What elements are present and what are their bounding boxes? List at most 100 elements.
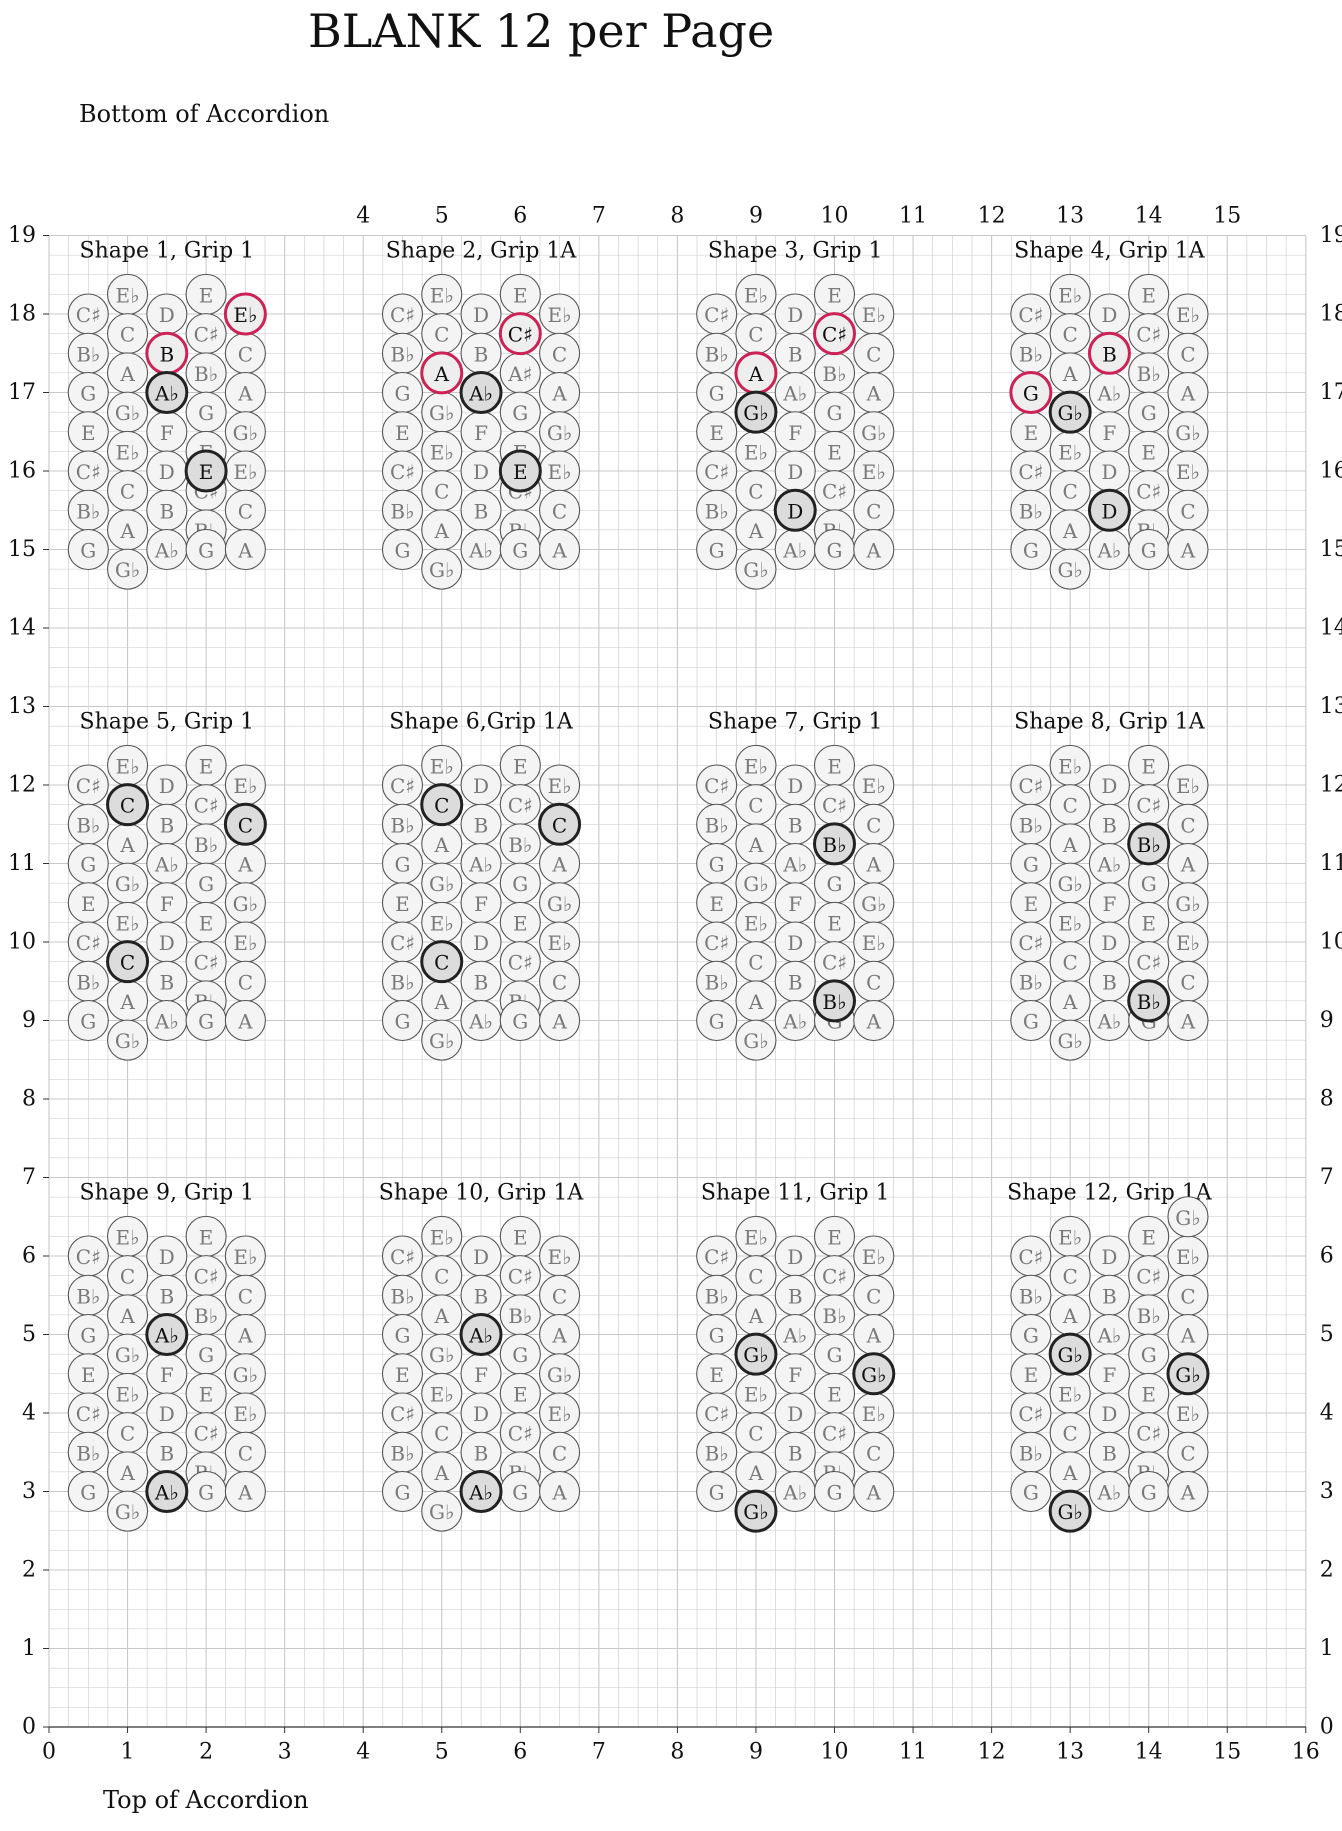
bass-button-note: C♯ [76, 931, 101, 955]
bass-button-note: B [788, 1284, 803, 1308]
bass-button-note: B♭ [1137, 1304, 1161, 1328]
bass-button-note: A [1180, 1481, 1196, 1505]
shape-diagram-5: Shape 5, Grip 1C♯E♭DEC♯E♭B♭ABB♭GG♭A♭GAEE… [67, 710, 267, 1061]
bass-button [145, 371, 189, 414]
bass-button-note: E♭ [430, 440, 454, 464]
bass-button-note: E♭ [1058, 911, 1082, 935]
bass-button-note: A♭ [154, 382, 179, 406]
bass-button-note: C♯ [390, 303, 415, 327]
bass-button-note: E♭ [430, 911, 454, 935]
x-tick-label: 1 [121, 1740, 135, 1765]
bass-button [224, 1470, 266, 1513]
bass-button-note: G [394, 539, 410, 563]
bass-button-note: C [748, 951, 763, 975]
bass-button-note: G♭ [233, 421, 258, 445]
bass-button-note: G [709, 382, 725, 406]
bass-button-note: C [1180, 1441, 1195, 1465]
bass-button-note: E [709, 421, 724, 445]
bass-button-note: G [80, 539, 96, 563]
bass-button-note: G [1141, 1343, 1157, 1367]
bass-button-note: C [552, 1441, 567, 1465]
bass-button-note: F [1102, 421, 1116, 445]
x-tick-label: 13 [1056, 1740, 1084, 1765]
x-top-tick-label: 6 [513, 204, 527, 229]
bass-button-note: C [866, 1441, 881, 1465]
bass-button [539, 999, 581, 1042]
bass-button-note: A♭ [782, 1010, 807, 1034]
bass-button-note: B♭ [390, 813, 414, 837]
bass-button-note: C [1180, 1284, 1195, 1308]
bass-button-note: G [1141, 1481, 1157, 1505]
bass-button-note: G [1141, 539, 1157, 563]
bass-button-note: C [1062, 1265, 1077, 1289]
x-tick-label: 11 [899, 1740, 927, 1765]
bass-button-note: A [748, 362, 764, 386]
bass-button-note: C♯ [194, 794, 219, 818]
bass-button-note: B♭ [76, 499, 100, 523]
bass-button-note: A♭ [782, 382, 807, 406]
bass-button [696, 999, 738, 1042]
x-top-tick-label: 13 [1056, 204, 1084, 229]
bass-button-note: E [709, 892, 724, 916]
bass-button [1048, 390, 1092, 434]
bass-button-note: A [434, 519, 450, 543]
bass-button-note: E♭ [430, 1225, 454, 1249]
y-tick-label-left: 17 [8, 380, 36, 405]
y-tick-label-left: 13 [8, 694, 36, 719]
shape-title: Shape 4, Grip 1A [1014, 239, 1206, 264]
bass-button-note: D [159, 460, 175, 484]
bass-button-note: G♭ [743, 872, 768, 896]
x-tick-label: 15 [1213, 1740, 1241, 1765]
bass-button-note: A [866, 1324, 882, 1348]
bass-button [1166, 1352, 1210, 1396]
bass-button-note: G♭ [233, 1363, 258, 1387]
bass-button-note: D [473, 931, 489, 955]
bass-button-note: E♭ [233, 931, 257, 955]
bass-button-note: A♭ [154, 539, 179, 563]
bass-button-note: G♭ [547, 1363, 572, 1387]
bass-button [734, 1489, 778, 1533]
bass-button-note: A♭ [154, 1481, 179, 1505]
bass-button-note: D [473, 460, 489, 484]
bass-button-note: G♭ [115, 558, 140, 582]
bass-button-note: A♭ [154, 1010, 179, 1034]
bass-button [852, 1352, 896, 1396]
bass-button-note: C [748, 1265, 763, 1289]
x-tick-label: 16 [1292, 1740, 1320, 1765]
bass-button-note: E [827, 911, 842, 935]
bass-button-note: G [709, 1324, 725, 1348]
bass-button-note: A [748, 990, 764, 1014]
bass-button-note: E [199, 283, 214, 307]
bass-button-note: C [238, 813, 253, 837]
bass-button-note: D [787, 1402, 803, 1426]
bass-button-note: A [237, 1481, 253, 1505]
bass-button [67, 1470, 109, 1513]
bass-button-note: C [1180, 499, 1195, 523]
bass-button-note: A [119, 519, 135, 543]
bass-button-note: G♭ [861, 1363, 886, 1387]
bass-button-note: G [1023, 1324, 1039, 1348]
bass-button-note: G♭ [743, 1343, 768, 1367]
bass-button-note: E♭ [862, 460, 886, 484]
bass-button-note: C♯ [194, 951, 219, 975]
bass-button [67, 528, 109, 571]
bass-button-note: E♭ [1058, 754, 1082, 778]
bass-button-note: D [787, 303, 803, 327]
bass-button-note: C♯ [508, 1422, 533, 1446]
bass-button-note: E [827, 754, 842, 778]
bass-button-note: C [120, 1422, 135, 1446]
bass-button [498, 449, 542, 493]
y-tick-label-left: 16 [8, 459, 36, 484]
bass-button-note: B♭ [822, 833, 846, 857]
bass-button-note: C [434, 1265, 449, 1289]
bass-button-note: D [473, 774, 489, 798]
x-tick-label: 14 [1135, 1740, 1163, 1765]
bass-button-note: E [395, 1363, 410, 1387]
shape-title: Shape 6,Grip 1A [389, 710, 574, 735]
x-tick-label: 12 [978, 1740, 1006, 1765]
x-top-tick-label: 10 [821, 204, 849, 229]
bass-button-note: B♭ [76, 813, 100, 837]
bass-button-note: A [1180, 1324, 1196, 1348]
bass-button-note: E♭ [233, 460, 257, 484]
